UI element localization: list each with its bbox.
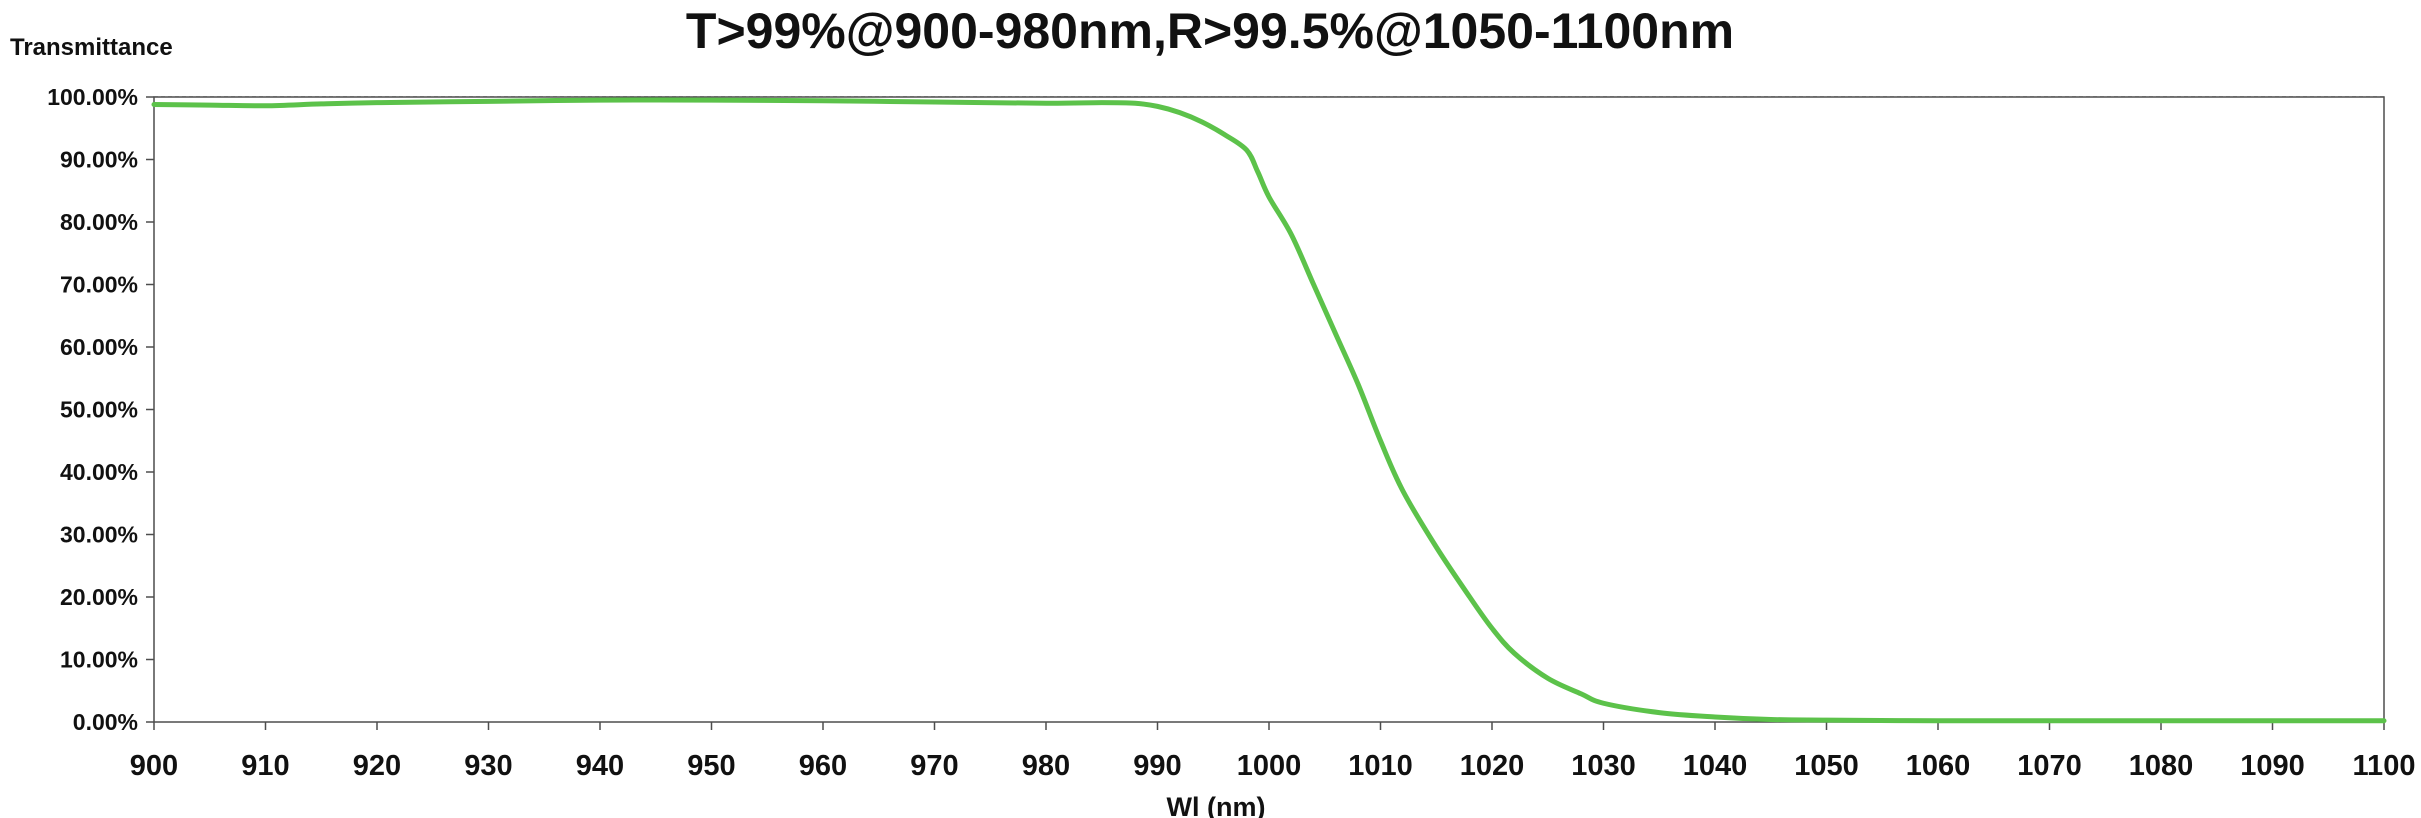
x-tick-label: 1040 <box>1683 750 1748 782</box>
y-tick-label: 80.00% <box>60 209 138 235</box>
y-tick-label: 0.00% <box>73 709 138 735</box>
x-tick-label: 910 <box>241 750 289 782</box>
x-tick-label: 1080 <box>2129 750 2194 782</box>
x-tick-label: 1100 <box>2353 750 2416 782</box>
x-tick-label: 1030 <box>1571 750 1636 782</box>
x-tick-label: 930 <box>464 750 512 782</box>
y-tick-label: 90.00% <box>60 147 138 173</box>
y-tick-label: 50.00% <box>60 397 138 423</box>
x-tick-label: 990 <box>1133 750 1181 782</box>
plot-area <box>153 96 2385 723</box>
x-tick-labels: 900 910 920 930 940 950 960 970 980 990 1000 1010 10… <box>130 750 2416 782</box>
data-series <box>151 97 2387 724</box>
x-tick-label: 960 <box>799 750 847 782</box>
y-axis-label: Transmittance <box>10 34 173 61</box>
x-tick-label: 1010 <box>1348 750 1413 782</box>
y-tick-label: 40.00% <box>60 459 138 485</box>
y-tick-label: 10.00% <box>60 647 138 673</box>
x-tick-label: 1060 <box>1906 750 1971 782</box>
y-tick-label: 60.00% <box>60 334 138 360</box>
x-tick-label: 950 <box>687 750 735 782</box>
y-tick-label: 100.00% <box>47 84 138 110</box>
x-tick-label: 970 <box>910 750 958 782</box>
x-tick-label: 900 <box>130 750 178 782</box>
x-tick-label: 1090 <box>2240 750 2305 782</box>
x-tick-label: 1020 <box>1460 750 1525 782</box>
chart-title: T>99%@900-980nm,R>99.5%@1050-1100nm <box>686 3 1734 59</box>
x-axis-label: Wl (nm) <box>1167 792 1266 818</box>
x-tick-label: 1050 <box>1794 750 1859 782</box>
y-tick-label: 30.00% <box>60 522 138 548</box>
y-tick-labels: 0.00% 10.00% 20.00% 30.00% 40.00% 50.00% 60.00… <box>47 84 138 735</box>
y-tick-label: 70.00% <box>60 272 138 298</box>
x-tick-label: 1070 <box>2017 750 2082 782</box>
x-tick-label: 940 <box>576 750 624 782</box>
x-tick-label: 980 <box>1022 750 1070 782</box>
x-tick-label: 1000 <box>1237 750 1302 782</box>
x-tick-label: 920 <box>353 750 401 782</box>
y-tick-label: 20.00% <box>60 584 138 610</box>
